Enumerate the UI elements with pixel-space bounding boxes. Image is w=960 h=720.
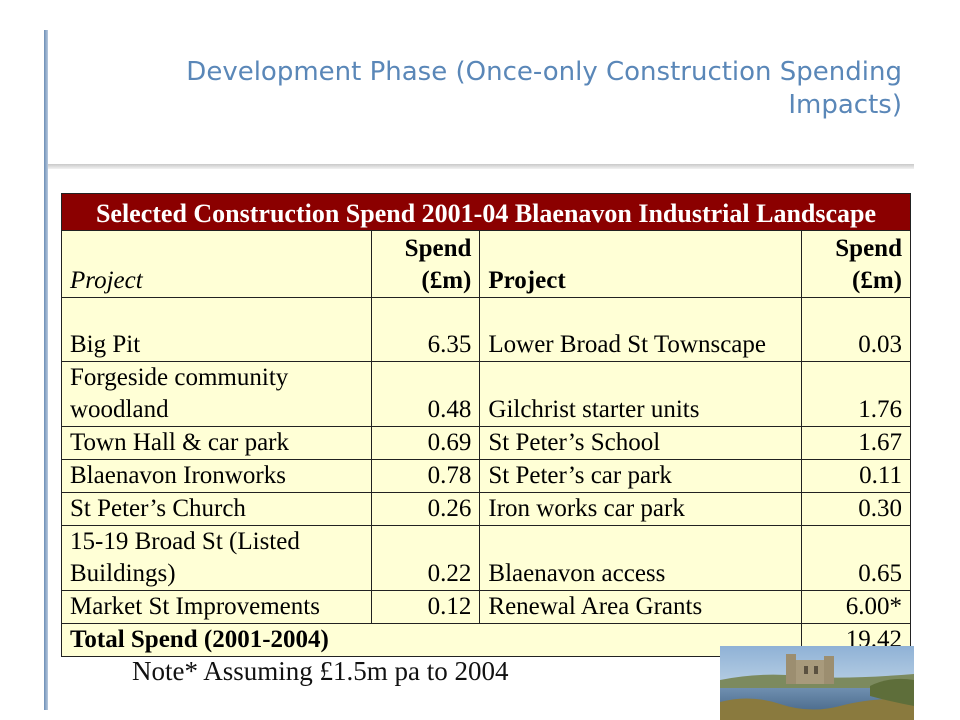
spend-cell: 0.69 <box>370 426 481 460</box>
project-cell: St Peter’s Church <box>61 492 372 526</box>
project-cell: Blaenavon Ironworks <box>61 459 372 493</box>
spend-cell: 0.26 <box>370 492 481 526</box>
total-label: Total Spend (2001-2004) <box>60 623 803 657</box>
left-accent-bar <box>44 30 48 710</box>
spend-cell: 0.30 <box>801 492 911 526</box>
project-cell: Big Pit <box>61 297 372 362</box>
spend-cell: 6.00* <box>801 590 911 624</box>
header-spend-left: Spend (£m) <box>370 230 481 298</box>
project-cell: Gilchrist starter units <box>479 361 803 427</box>
table-caption-row: Selected Construction Spend 2001-04 Blae… <box>61 193 911 231</box>
project-cell: St Peter’s car park <box>479 459 803 493</box>
table-row: Forgeside community woodland 0.48 Gilchr… <box>61 361 911 427</box>
project-cell: Iron works car park <box>479 492 803 526</box>
project-cell: 15-19 Broad St (Listed Buildings) <box>61 525 372 591</box>
footnote: Note* Assuming £1.5m pa to 2004 <box>132 656 509 686</box>
table-row: Blaenavon Ironworks 0.78 St Peter’s car … <box>61 459 911 493</box>
table-caption: Selected Construction Spend 2001-04 Blae… <box>61 193 911 231</box>
castle-landscape-image <box>720 646 914 720</box>
spend-cell: 0.48 <box>370 361 481 427</box>
project-cell: Market St Improvements <box>61 590 372 624</box>
project-cell: Renewal Area Grants <box>479 590 803 624</box>
project-cell: Lower Broad St Townscape <box>479 297 803 362</box>
project-cell: St Peter’s School <box>479 426 803 460</box>
slide-title: Development Phase (Once-only Constructio… <box>186 57 902 120</box>
spend-cell: 0.65 <box>801 525 911 591</box>
table-row: St Peter’s Church 0.26 Iron works car pa… <box>61 492 911 526</box>
header-project-left: Project <box>61 230 372 298</box>
project-cell: Blaenavon access <box>479 525 803 591</box>
project-cell: Forgeside community woodland <box>61 361 372 427</box>
project-cell: Town Hall & car park <box>61 426 372 460</box>
title-divider <box>48 164 914 169</box>
table-row: 15-19 Broad St (Listed Buildings) 0.22 B… <box>61 525 911 591</box>
header-project-right: Project <box>479 230 803 298</box>
table-header-row: Project Spend (£m) Project Spend (£m) <box>61 230 911 298</box>
table-row: Big Pit 6.35 Lower Broad St Townscape 0.… <box>61 297 911 362</box>
spend-cell: 6.35 <box>370 297 481 362</box>
construction-spend-table: Selected Construction Spend 2001-04 Blae… <box>60 193 911 657</box>
table-row: Market St Improvements 0.12 Renewal Area… <box>61 590 911 624</box>
spend-cell: 0.03 <box>801 297 911 362</box>
spend-cell: 0.22 <box>370 525 481 591</box>
spend-cell: 1.76 <box>801 361 911 427</box>
spend-cell: 0.78 <box>370 459 481 493</box>
header-spend-right: Spend (£m) <box>801 230 911 298</box>
spend-cell: 0.12 <box>370 590 481 624</box>
spend-cell: 0.11 <box>801 459 911 493</box>
spend-cell: 1.67 <box>801 426 911 460</box>
table-row: Town Hall & car park 0.69 St Peter’s Sch… <box>61 426 911 460</box>
